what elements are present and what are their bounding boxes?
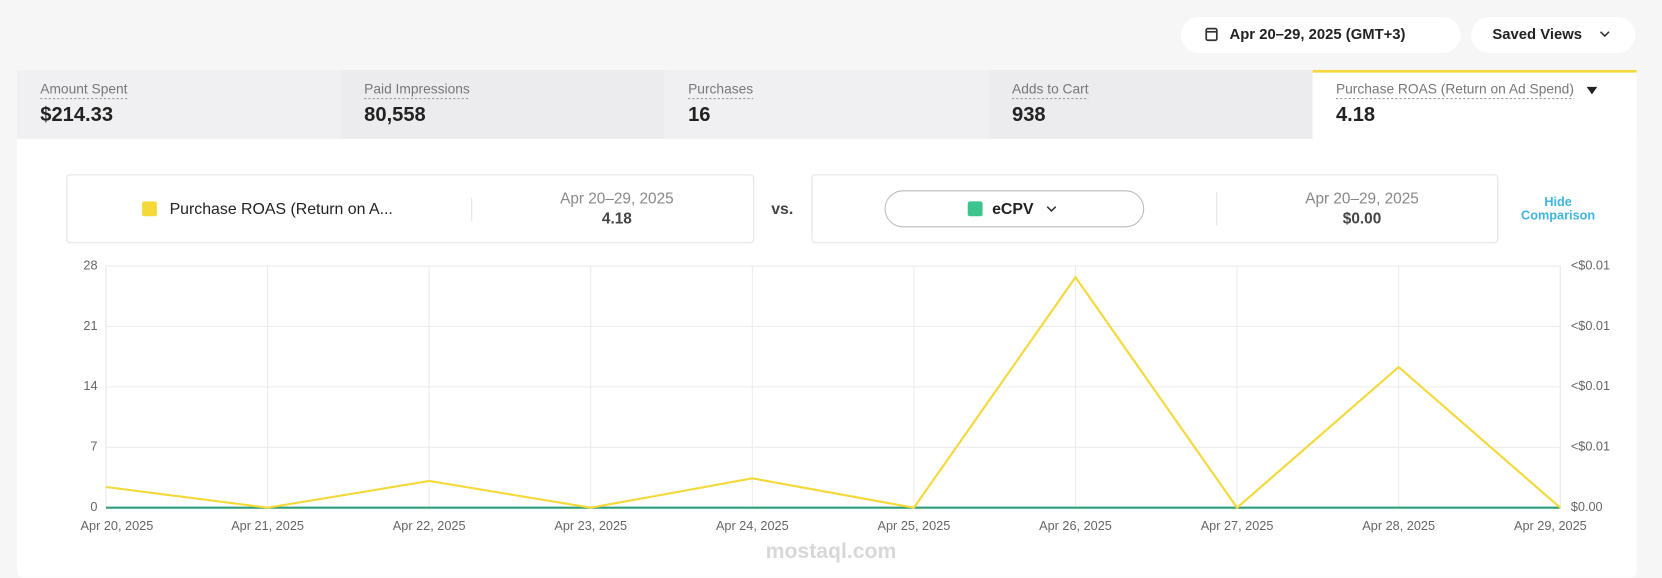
y2-tick-label: <$0.01 [1571, 439, 1610, 454]
hide-comparison[interactable]: Comparison [1521, 208, 1595, 223]
metric-label: Adds to Cart [1012, 82, 1089, 97]
metric-tab[interactable] [16, 69, 341, 139]
active-indicator [1312, 69, 1637, 73]
x-tick-label: Apr 20, 2025 [81, 518, 154, 533]
metric-tabs: Amount Spent $214.33 Paid Impressions 80,55… [16, 69, 1637, 139]
primary-value: 4.18 [602, 210, 632, 227]
y-tick-label: 0 [90, 499, 97, 514]
x-tick-label: Apr 29, 2025 [1514, 518, 1587, 533]
x-tick-label: Apr 21, 2025 [231, 518, 304, 533]
x-tick-label: Apr 27, 2025 [1201, 518, 1274, 533]
hide-comparison[interactable]: Hide [1544, 194, 1572, 209]
y2-tick-label: <$0.01 [1571, 257, 1610, 272]
metric-value: 80,558 [364, 104, 426, 126]
metric-tab[interactable] [1312, 69, 1637, 139]
metric-tab[interactable] [340, 69, 665, 139]
metric-label: Purchase ROAS (Return on Ad Spend) [1336, 82, 1574, 97]
metric-tab[interactable] [664, 69, 989, 139]
metric-value: 16 [688, 104, 710, 126]
metric-tab[interactable] [988, 69, 1313, 139]
x-tick-label: Apr 26, 2025 [1039, 518, 1112, 533]
saved-views: Saved Views [1492, 27, 1582, 43]
primary-box [66, 174, 755, 244]
x-tick-label: Apr 23, 2025 [554, 518, 627, 533]
y-tick-label: 7 [90, 439, 97, 454]
secondary-date: Apr 20–29, 2025 [1305, 190, 1419, 207]
chevron [1599, 31, 1610, 38]
watermark: mostaql.com [766, 540, 897, 563]
chevron [1046, 206, 1057, 213]
metric-label: Purchases [688, 82, 753, 97]
metric-label: Amount Spent [40, 82, 127, 97]
legend-swatch [142, 201, 157, 217]
saved-views-button[interactable] [1471, 16, 1636, 53]
chart: 0 7 14 21 28 $0.00 <$0.01 <$0.01 <$0.01 <$0.01 Apr… [81, 257, 1611, 533]
legend-label: Purchase ROAS (Return on A... [170, 201, 393, 218]
dropdown-caret [1586, 86, 1598, 95]
date-button[interactable] [1180, 16, 1461, 53]
y-tick-label: 14 [83, 378, 97, 393]
y2-tick-label: $0.00 [1571, 499, 1603, 514]
legend-swatch [967, 201, 983, 217]
panel [16, 69, 1637, 578]
metric-value: 938 [1012, 104, 1046, 126]
metric-value: 4.18 [1336, 104, 1375, 126]
vs: vs. [771, 201, 793, 218]
primary-date: Apr 20–29, 2025 [560, 190, 674, 207]
y-tick-label: 28 [83, 257, 97, 272]
metric-select[interactable] [884, 190, 1145, 228]
y2-tick-label: <$0.01 [1571, 318, 1610, 333]
y2-tick-label: <$0.01 [1571, 378, 1610, 393]
x-tick-label: Apr 24, 2025 [716, 518, 789, 533]
secondary-value: $0.00 [1343, 210, 1381, 227]
y-tick-label: 21 [83, 318, 97, 333]
legend-label: eCPV [992, 201, 1034, 218]
calendar-icon [1205, 27, 1218, 42]
x-tick-label: Apr 25, 2025 [878, 518, 951, 533]
date-range: Apr 20–29, 2025 (GMT+3) [1230, 27, 1406, 43]
x-tick-label: Apr 22, 2025 [393, 518, 466, 533]
series-line [105, 275, 1561, 510]
x-tick-label: Apr 28, 2025 [1362, 518, 1435, 533]
metric-value: $214.33 [40, 104, 113, 126]
metric-label: Paid Impressions [364, 82, 470, 97]
